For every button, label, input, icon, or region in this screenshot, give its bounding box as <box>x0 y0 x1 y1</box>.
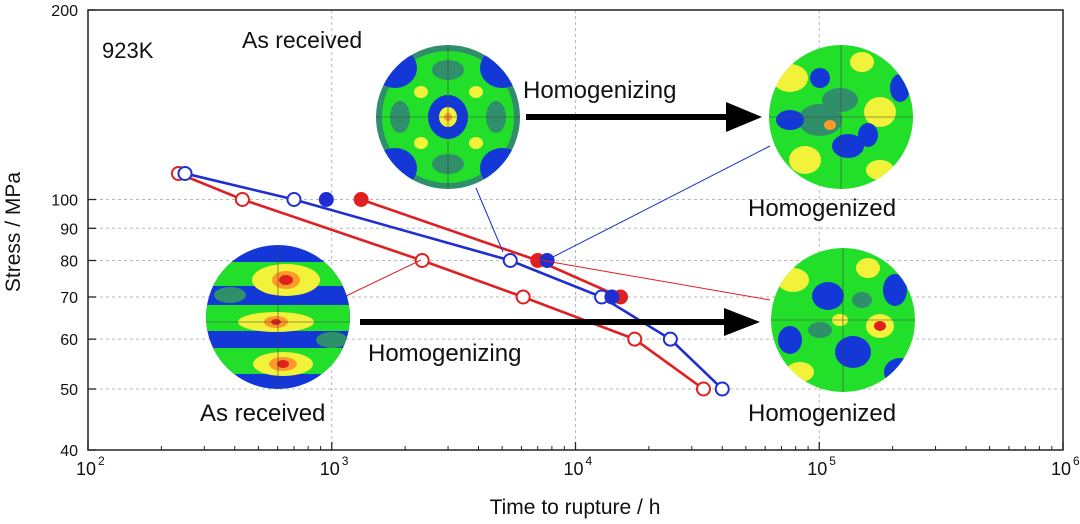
data-point-s0-p5 <box>695 381 711 397</box>
x-axis-ticks: 10 2 10 3 10 4 10 5 10 6 <box>76 442 1080 479</box>
series-layer <box>170 165 730 397</box>
series-line-0 <box>177 172 705 391</box>
pole-figure-lower-homogenized <box>771 248 915 392</box>
label-lower-homogenized: Homogenized <box>748 400 896 427</box>
data-point-s2-p0 <box>353 191 369 207</box>
pole-figure-upper-homogenized <box>769 45 913 189</box>
y-tick-label: 90 <box>60 221 78 238</box>
pole-figure-lower-as-received <box>206 245 350 389</box>
data-point-s1-p0 <box>177 165 193 181</box>
arrow-upper <box>526 102 762 132</box>
x-tick-label: 10 <box>807 459 827 479</box>
x-tick-exponent: 3 <box>342 454 349 468</box>
y-axis-label: Stress / MPa <box>2 172 25 293</box>
x-tick-exponent: 2 <box>98 454 105 468</box>
x-tick-label: 10 <box>563 459 583 479</box>
data-point-s0-p1 <box>234 191 250 207</box>
y-tick-label: 60 <box>60 332 78 349</box>
data-point-s0-p3 <box>515 289 531 305</box>
x-tick-label: 10 <box>76 459 96 479</box>
y-tick-label: 200 <box>51 3 78 20</box>
data-point-s1-p5 <box>714 381 730 397</box>
y-tick-label: 80 <box>60 254 78 271</box>
data-point-s3-p2 <box>604 289 620 305</box>
temperature-label: 923K <box>102 38 154 63</box>
label-upper-homogenized: Homogenized <box>748 195 896 222</box>
pole-figure-upper-as-received <box>376 45 520 189</box>
x-axis-label: Time to rupture / h <box>490 496 661 519</box>
x-tick-label: 10 <box>320 459 340 479</box>
leader-lower-right <box>539 259 771 301</box>
label-upper-as-received: As received <box>242 27 362 53</box>
arrow-lower <box>360 308 760 336</box>
series-line-1 <box>184 172 724 390</box>
leader-lines <box>343 145 771 301</box>
leader-upper-left <box>475 187 504 253</box>
x-tick-exponent: 5 <box>829 454 836 468</box>
data-point-s0-p4 <box>627 331 643 347</box>
x-tick-exponent: 4 <box>586 454 593 468</box>
data-point-s3-p0 <box>318 191 334 207</box>
data-point-s1-p4 <box>662 331 678 347</box>
y-tick-label: 70 <box>60 290 78 307</box>
grid-lines <box>88 10 1063 450</box>
y-tick-label: 100 <box>51 192 78 209</box>
y-tick-label: 40 <box>60 443 78 460</box>
data-point-s1-p1 <box>286 191 302 207</box>
y-tick-label: 50 <box>60 382 78 399</box>
data-point-s0-p2 <box>414 253 430 269</box>
label-lower-homogenizing: Homogenizing <box>368 340 521 367</box>
x-tick-label: 10 <box>1051 459 1071 479</box>
x-tick-exponent: 6 <box>1073 454 1080 468</box>
label-lower-as-received: As received <box>200 400 325 427</box>
label-upper-homogenizing: Homogenizing <box>523 77 676 104</box>
leader-upper-right <box>546 145 771 261</box>
series-line-2 <box>360 198 622 299</box>
leader-lower-left <box>343 259 422 298</box>
y-axis-ticks: 200 100 90 80 70 60 50 40 <box>51 3 96 460</box>
data-point-s1-p2 <box>502 253 518 269</box>
